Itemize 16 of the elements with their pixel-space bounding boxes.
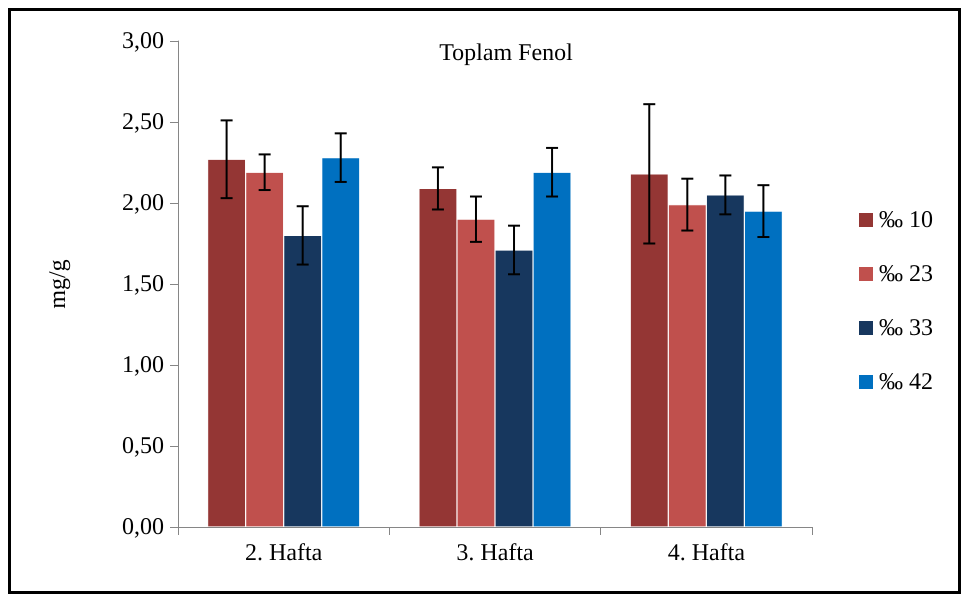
- x-tick-label: 2. Hafta: [245, 540, 323, 566]
- x-tick-label: 3. Hafta: [456, 540, 534, 566]
- y-tick-label: 2,50: [122, 109, 164, 135]
- x-tick-label: 4. Hafta: [668, 540, 746, 566]
- y-tick-label: 1,50: [122, 271, 164, 297]
- legend-label: ‰ 42: [879, 369, 933, 395]
- legend-label: ‰ 10: [879, 207, 933, 233]
- chart-title: Toplam Fenol: [439, 40, 574, 66]
- y-tick-label: 0,50: [122, 433, 164, 459]
- legend-label: ‰ 23: [879, 261, 933, 287]
- y-axis-title: mg/g: [45, 259, 71, 309]
- y-tick-label: 2,00: [122, 190, 164, 216]
- y-tick-label: 1,00: [122, 352, 164, 378]
- y-tick-label: 3,00: [122, 28, 164, 54]
- legend-label: ‰ 33: [879, 315, 933, 341]
- y-tick-label: 0,00: [122, 514, 164, 540]
